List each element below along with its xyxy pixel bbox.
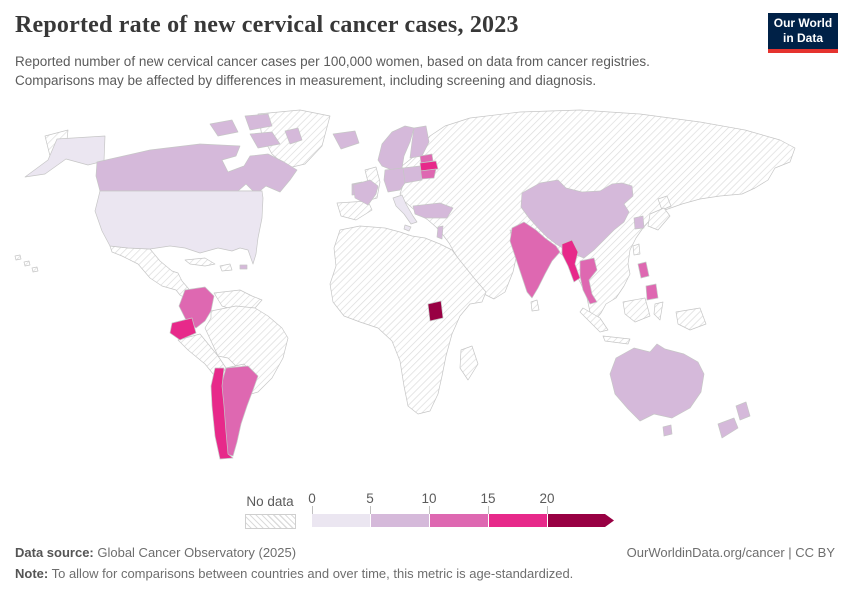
country-philippines-luzon[interactable]	[637, 261, 650, 279]
country-lithuania[interactable]	[419, 168, 437, 180]
country-mexico-no-data[interactable]	[109, 245, 195, 302]
chart-subtitle: Reported number of new cervical cancer c…	[15, 52, 775, 90]
data-source-line: Data source: Global Cancer Observatory (…	[15, 545, 296, 560]
country-chile[interactable]	[210, 367, 234, 460]
legend-tick-mark	[429, 506, 430, 514]
country-hawaii-no-data[interactable]	[14, 254, 39, 273]
data-source-label: Data source:	[15, 545, 94, 560]
legend-tick-label-0: 0	[308, 491, 316, 506]
legend-bin-20-plus[interactable]	[548, 514, 614, 527]
country-new-zealand-south[interactable]	[717, 417, 739, 439]
legend-bin-15-20[interactable]	[489, 514, 548, 527]
country-france[interactable]	[352, 179, 379, 206]
country-japan-honshu-no-data[interactable]	[647, 207, 671, 231]
owid-logo-line-2: in Data	[782, 31, 823, 45]
country-brazil-no-data[interactable]	[204, 305, 289, 397]
owid-logo-line-1: Our World	[773, 16, 833, 30]
legend-tick-label-15: 15	[480, 491, 496, 506]
country-philippines-mindanao[interactable]	[645, 283, 659, 301]
country-united-states[interactable]	[94, 190, 264, 265]
country-tasmania[interactable]	[662, 424, 673, 437]
owid-logo[interactable]: Our World in Data	[768, 13, 838, 53]
country-sri-lanka-no-data[interactable]	[530, 299, 540, 312]
country-china[interactable]	[520, 179, 634, 259]
data-source-value: Global Cancer Observatory (2025)	[93, 545, 297, 560]
country-italy[interactable]	[392, 194, 418, 232]
country-borneo-no-data[interactable]	[622, 297, 651, 323]
country-venezuela-no-data[interactable]	[213, 289, 263, 313]
country-canada-arctic-islands[interactable]	[209, 113, 303, 149]
note-label: Note:	[15, 566, 49, 581]
country-sulawesi-no-data[interactable]	[653, 301, 664, 321]
subtitle-line-2: Comparisons may be affected by differenc…	[15, 73, 597, 88]
legend-tick-mark	[547, 506, 548, 514]
country-norway-sweden[interactable]	[377, 125, 415, 171]
country-south-korea[interactable]	[633, 215, 645, 230]
country-colombia[interactable]	[178, 286, 215, 329]
attribution-link[interactable]: OurWorldinData.org/cancer | CC BY	[626, 545, 835, 560]
country-australia[interactable]	[609, 343, 705, 422]
legend-color-bar	[312, 514, 614, 527]
legend-tick-mark	[488, 506, 489, 514]
country-iceland[interactable]	[332, 130, 360, 150]
legend-bin-5-10[interactable]	[371, 514, 430, 527]
country-turkey[interactable]	[412, 202, 454, 219]
country-africa-no-data[interactable]	[329, 225, 487, 415]
country-new-guinea-no-data[interactable]	[675, 307, 707, 331]
legend-tick-label-5: 5	[366, 491, 374, 506]
country-alaska-usa[interactable]	[24, 135, 106, 178]
country-cuba-no-data[interactable]	[184, 257, 216, 267]
country-hispaniola-no-data[interactable]	[219, 263, 233, 272]
country-madagascar-no-data[interactable]	[459, 345, 479, 381]
legend-no-data-label: No data	[246, 494, 294, 509]
country-taiwan-no-data[interactable]	[632, 243, 641, 256]
country-new-zealand-north[interactable]	[735, 401, 751, 421]
country-poland[interactable]	[402, 165, 423, 184]
legend-no-data-swatch[interactable]	[245, 514, 296, 529]
country-puerto-rico[interactable]	[239, 264, 248, 270]
legend-bin-10-15[interactable]	[430, 514, 489, 527]
note-line: Note: To allow for comparisons between c…	[15, 566, 573, 581]
country-india[interactable]	[509, 221, 561, 299]
country-canada[interactable]	[95, 143, 298, 195]
country-ecuador[interactable]	[169, 317, 197, 341]
country-estonia[interactable]	[419, 153, 434, 164]
chart-title: Reported rate of new cervical cancer cas…	[15, 12, 519, 38]
world-map	[14, 109, 796, 460]
legend-bin-0-5[interactable]	[312, 514, 371, 527]
country-sumatra-no-data[interactable]	[579, 307, 609, 333]
country-japan-hokkaido-no-data[interactable]	[657, 195, 672, 211]
subtitle-line-1: Reported number of new cervical cancer c…	[15, 54, 650, 69]
country-myanmar[interactable]	[561, 239, 581, 283]
country-java-no-data[interactable]	[602, 335, 631, 345]
map-legend: No data 0 5 10 15 20	[0, 491, 850, 534]
legend-tick-mark	[370, 506, 371, 514]
country-israel[interactable]	[436, 225, 444, 240]
legend-tick-label-20: 20	[539, 491, 555, 506]
country-uganda[interactable]	[427, 300, 444, 322]
legend-tick-mark	[312, 506, 313, 514]
legend-tick-label-10: 10	[421, 491, 437, 506]
note-value: To allow for comparisons between countri…	[48, 566, 574, 581]
country-germany-central-europe[interactable]	[383, 167, 406, 193]
country-thailand[interactable]	[579, 257, 598, 305]
